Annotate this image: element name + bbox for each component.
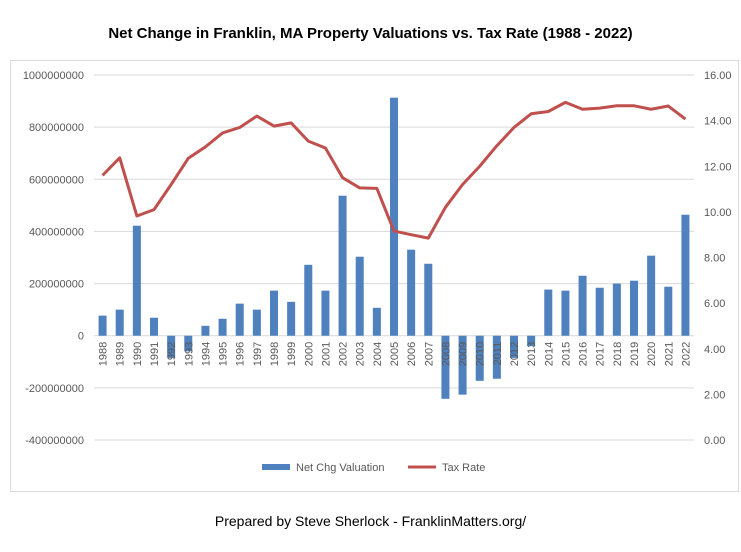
x-tick-label: 1988 bbox=[98, 342, 110, 366]
bar-2001 bbox=[321, 290, 330, 336]
x-tick-label: 2004 bbox=[372, 342, 384, 366]
bar-1997 bbox=[252, 309, 261, 336]
x-tick-label: 1999 bbox=[286, 342, 298, 366]
bar-2003 bbox=[355, 256, 364, 336]
bar-1992 bbox=[167, 335, 176, 358]
x-tick-label: 2017 bbox=[595, 342, 607, 366]
bar-2018 bbox=[612, 283, 621, 336]
x-tick-label: 1997 bbox=[252, 342, 264, 366]
x-tick-label: 1995 bbox=[218, 342, 230, 366]
bar-2022 bbox=[681, 214, 690, 336]
bar-2007 bbox=[424, 263, 433, 336]
x-tick-label: 1992 bbox=[166, 342, 178, 366]
bar-1989 bbox=[115, 309, 124, 336]
bar-2020 bbox=[647, 255, 656, 336]
left-tick-label: -200000000 bbox=[25, 383, 84, 395]
x-tick-label: 1996 bbox=[235, 342, 247, 366]
bar-2012 bbox=[510, 335, 518, 358]
x-tick-label: 2010 bbox=[475, 342, 487, 366]
x-tick-label: 2001 bbox=[320, 342, 332, 366]
right-tick-label: 8.00 bbox=[704, 253, 725, 265]
x-tick-label: 2012 bbox=[509, 342, 521, 366]
x-tick-label: 2013 bbox=[526, 342, 538, 366]
bar-2011 bbox=[492, 335, 501, 379]
bar-2014 bbox=[544, 289, 553, 336]
x-tick-label: 1990 bbox=[132, 342, 144, 366]
x-tick-label: 2021 bbox=[663, 342, 675, 366]
bar-2015 bbox=[561, 290, 570, 336]
x-tick-label: 2020 bbox=[646, 342, 658, 366]
bar-1990 bbox=[132, 225, 141, 336]
legend-swatch-valuation bbox=[262, 464, 290, 470]
left-tick-label: 1000000000 bbox=[23, 70, 84, 82]
bar-2009 bbox=[458, 335, 467, 395]
left-tick-label: -400000000 bbox=[25, 435, 84, 447]
x-tick-label: 1989 bbox=[115, 342, 127, 366]
left-tick-label: 400000000 bbox=[29, 226, 84, 238]
right-tick-label: 0.00 bbox=[704, 435, 725, 447]
footer-credit: Prepared by Steve Sherlock - FranklinMat… bbox=[214, 513, 527, 529]
legend-label-valuation: Net Chg Valuation bbox=[296, 462, 384, 474]
x-tick-label: 2018 bbox=[612, 342, 624, 366]
x-tick-label: 1994 bbox=[200, 342, 212, 366]
chart-title: Net Change in Franklin, MA Property Valu… bbox=[108, 25, 633, 42]
bar-2019 bbox=[630, 280, 638, 336]
x-tick-label: 2008 bbox=[440, 342, 452, 366]
x-tick-label: 1991 bbox=[149, 342, 161, 366]
bar-1988 bbox=[98, 315, 107, 336]
bar-2004 bbox=[372, 307, 381, 336]
x-tick-label: 2022 bbox=[680, 342, 692, 366]
bar-2010 bbox=[475, 335, 484, 381]
bar-2005 bbox=[390, 97, 398, 336]
right-tick-label: 16.00 bbox=[704, 70, 732, 82]
x-tick-label: 2002 bbox=[338, 342, 350, 366]
right-tick-label: 10.00 bbox=[704, 207, 732, 219]
right-tick-label: 2.00 bbox=[704, 389, 725, 401]
bar-2006 bbox=[407, 249, 416, 336]
x-tick-label: 2005 bbox=[389, 342, 401, 366]
x-tick-label: 2019 bbox=[629, 342, 641, 366]
bar-2000 bbox=[304, 264, 313, 336]
x-tick-label: 1993 bbox=[183, 342, 195, 366]
right-tick-label: 6.00 bbox=[704, 298, 725, 310]
x-tick-label: 1998 bbox=[269, 342, 281, 366]
bar-1996 bbox=[235, 303, 244, 336]
left-tick-label: 0 bbox=[78, 331, 84, 343]
x-tick-label: 2003 bbox=[355, 342, 367, 366]
x-tick-label: 2016 bbox=[578, 342, 590, 366]
left-tick-label: 600000000 bbox=[29, 174, 84, 186]
x-tick-label: 2015 bbox=[560, 342, 572, 366]
bar-2013 bbox=[527, 335, 536, 347]
x-tick-label: 2007 bbox=[423, 342, 435, 366]
bar-1993 bbox=[184, 335, 193, 352]
x-tick-label: 2006 bbox=[406, 342, 418, 366]
left-tick-label: 200000000 bbox=[29, 279, 84, 291]
bar-2021 bbox=[664, 286, 673, 336]
bar-1991 bbox=[150, 317, 158, 336]
x-tick-label: 2014 bbox=[543, 342, 555, 366]
x-tick-label: 2000 bbox=[303, 342, 315, 366]
bar-2002 bbox=[338, 195, 347, 336]
right-tick-label: 4.00 bbox=[704, 344, 725, 356]
bar-1994 bbox=[201, 325, 210, 336]
bar-1998 bbox=[270, 290, 278, 336]
right-tick-label: 12.00 bbox=[704, 161, 732, 173]
bar-1999 bbox=[287, 301, 296, 336]
bar-2017 bbox=[595, 287, 604, 336]
bar-2016 bbox=[578, 275, 587, 336]
legend-label-tax-rate: Tax Rate bbox=[442, 462, 485, 474]
bar-1995 bbox=[218, 318, 227, 336]
x-tick-label: 2011 bbox=[492, 342, 504, 366]
chart-frame bbox=[10, 60, 739, 492]
left-tick-label: 800000000 bbox=[29, 122, 84, 134]
bar-2008 bbox=[441, 335, 450, 399]
x-tick-label: 2009 bbox=[458, 342, 470, 366]
right-tick-label: 14.00 bbox=[704, 116, 732, 128]
